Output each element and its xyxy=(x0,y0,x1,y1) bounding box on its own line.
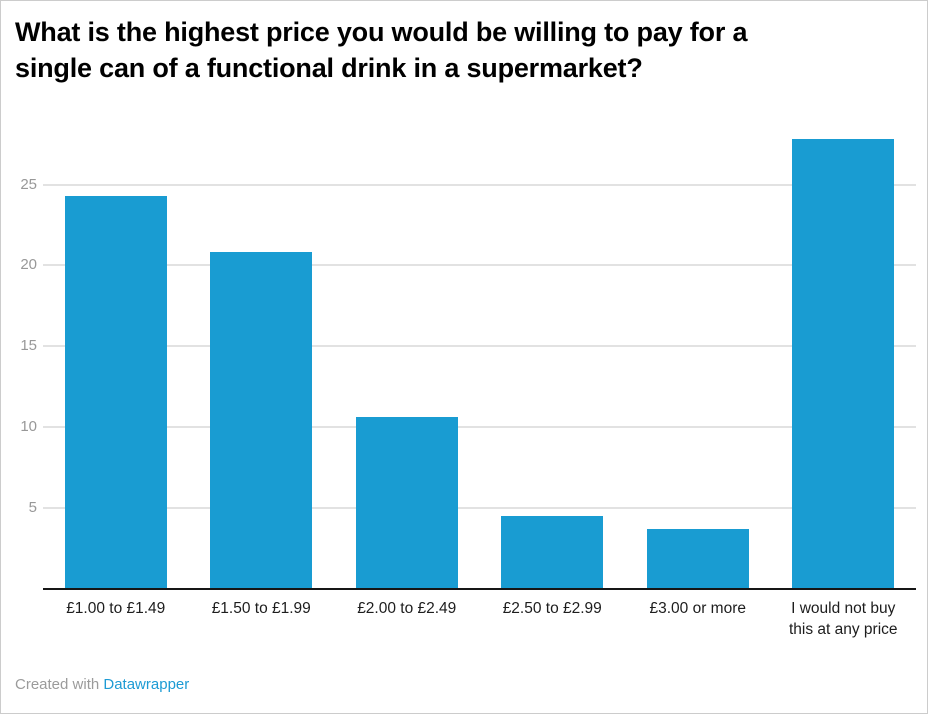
gridline xyxy=(43,183,916,186)
attribution: Created with Datawrapper xyxy=(15,675,189,695)
x-axis-category-label: £1.50 to £1.99 xyxy=(211,600,311,617)
bar[interactable] xyxy=(64,195,167,589)
x-axis-line xyxy=(43,588,916,590)
y-axis-tick-label: 10 xyxy=(20,418,37,436)
chart-title-line-1: What is the highest price you would be w… xyxy=(15,17,748,47)
x-axis-category-label: £2.00 to £2.49 xyxy=(357,600,457,617)
y-axis-tick-label: 15 xyxy=(20,337,37,355)
bar[interactable] xyxy=(210,252,313,589)
bar[interactable] xyxy=(501,516,604,589)
bar[interactable] xyxy=(646,529,749,589)
x-axis-category-label: £3.00 or more xyxy=(649,600,747,617)
y-axis-tick-label: 5 xyxy=(28,499,37,517)
gridline xyxy=(43,426,916,429)
x-axis-category-label: I would not buy this at any price xyxy=(788,600,898,638)
gridline xyxy=(43,507,916,510)
gridline xyxy=(43,264,916,267)
x-axis-category-label: £2.50 to £2.99 xyxy=(502,600,602,617)
y-axis-tick-label: 20 xyxy=(20,256,37,274)
bar[interactable] xyxy=(355,417,458,589)
y-axis-tick-label: 25 xyxy=(20,175,37,193)
datawrapper-link[interactable]: Datawrapper xyxy=(103,676,190,693)
x-axis-category-label: £1.00 to £1.49 xyxy=(66,600,166,617)
bar[interactable] xyxy=(792,139,895,589)
chart-title: What is the highest price you would be w… xyxy=(15,14,747,86)
chart-title-line-2: single can of a functional drink in a su… xyxy=(15,53,643,83)
gridline xyxy=(43,345,916,348)
attribution-prefix: Created with xyxy=(15,676,104,693)
